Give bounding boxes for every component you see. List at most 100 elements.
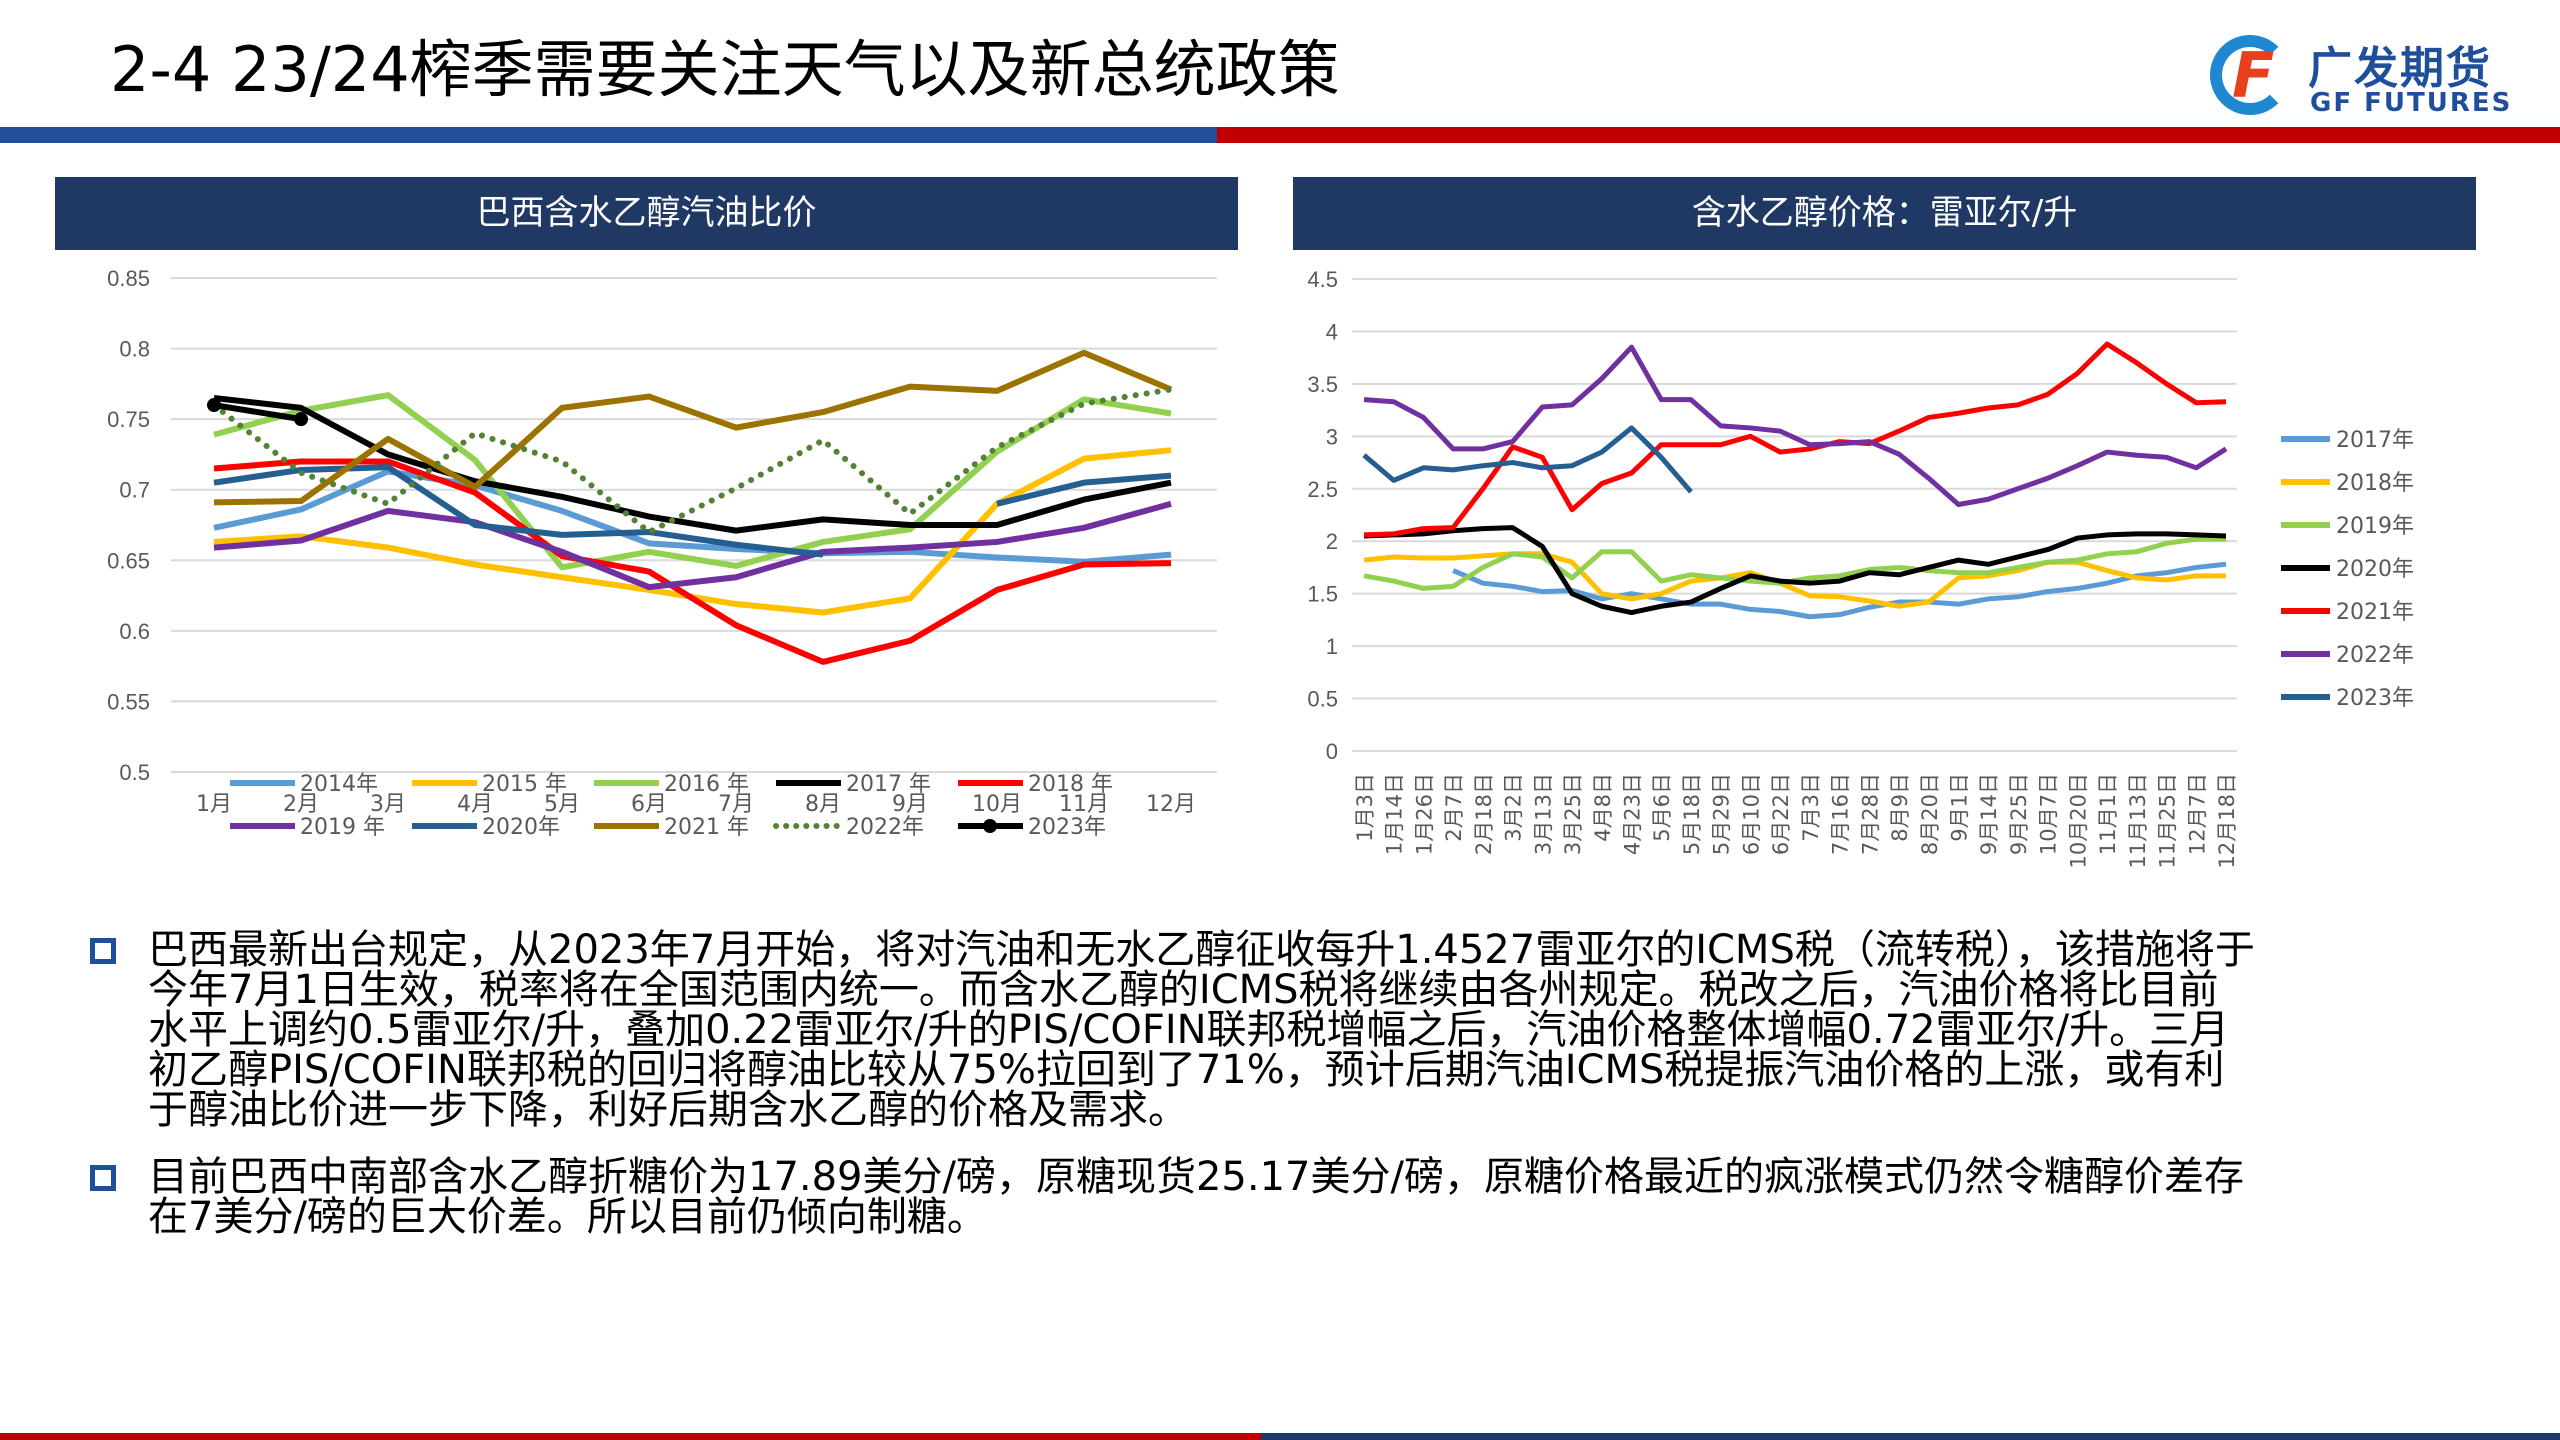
x-tick-label: 4月8日 xyxy=(1591,773,1615,842)
x-tick-label: 1月3日 xyxy=(1353,773,1377,842)
series-line-2021年 xyxy=(213,349,1173,506)
y-tick-label: 0.65 xyxy=(107,548,150,573)
legend-label: 2022年 xyxy=(2336,643,2414,668)
x-tick-label: 1月14日 xyxy=(1383,773,1407,855)
y-tick-label: 3.5 xyxy=(1307,372,1338,397)
x-tick-label: 4月 xyxy=(457,792,493,817)
y-tick-label: 0.5 xyxy=(119,760,150,785)
footer-divider-blue xyxy=(1261,1433,2560,1440)
logo-cn-text: 广发期货 xyxy=(2308,43,2492,94)
x-tick-label: 9月25日 xyxy=(2007,773,2031,855)
legend-label: 2019 年 xyxy=(300,815,385,840)
legend-label: 2021 年 xyxy=(664,815,749,840)
x-tick-label: 11月1日 xyxy=(2096,773,2120,855)
series-line-2022年 xyxy=(1363,344,2228,508)
bullet-line: 于醇油比价进一步下降，利好后期含水乙醇的价格及需求。 xyxy=(148,1087,1188,1133)
x-tick-label: 5月29日 xyxy=(1710,773,1734,855)
bullet-square-icon xyxy=(90,1165,116,1191)
chart-title-ratio: 巴西含水乙醇汽油比价 xyxy=(55,177,1238,250)
bullet-line: 水平上调约0.5雷亚尔/升，叠加0.22雷亚尔/升的PIS/COFIN联邦税增幅… xyxy=(148,1007,2230,1053)
y-tick-label: 0.6 xyxy=(119,619,150,644)
series-line-2022年 xyxy=(211,386,1174,536)
x-tick-label: 3月25日 xyxy=(1561,773,1585,855)
x-tick-label: 8月 xyxy=(805,792,841,817)
x-tick-label: 7月3日 xyxy=(1799,773,1823,842)
x-tick-label: 10月20日 xyxy=(2066,773,2090,868)
bullet-line: 初乙醇PIS/COFIN联邦税的回归将醇油比较从75%拉回到了71%，预计后期汽… xyxy=(148,1047,2225,1093)
y-tick-label: 0.75 xyxy=(107,407,150,432)
legend-label: 2021年 xyxy=(2336,600,2414,625)
chart-title-price: 含水乙醇价格：雷亚尔/升 xyxy=(1293,177,2476,250)
y-tick-label: 0.85 xyxy=(107,266,150,291)
y-tick-label: 0.55 xyxy=(107,689,150,714)
legend-label: 2014年 xyxy=(300,772,378,797)
y-tick-label: 0.8 xyxy=(119,337,150,362)
legend-marker xyxy=(983,819,997,833)
x-tick-label: 10月 xyxy=(972,792,1022,817)
x-tick-label: 9月 xyxy=(892,792,928,817)
legend-label: 2015 年 xyxy=(482,772,567,797)
legend-label: 2022年 xyxy=(846,815,924,840)
x-tick-label: 12月7日 xyxy=(2185,773,2209,855)
bullet-square-icon xyxy=(90,938,116,964)
bullet-line: 在7美分/磅的巨大价差。所以目前仍倾向制糖。 xyxy=(148,1194,987,1240)
x-tick-label: 2月 xyxy=(283,792,319,817)
page-title: 2-4 23/24榨季需要关注天气以及新总统政策 xyxy=(110,33,1340,106)
x-tick-label: 7月 xyxy=(718,792,754,817)
legend-label: 2018年 xyxy=(2336,471,2414,496)
x-tick-label: 12月18日 xyxy=(2215,773,2239,868)
gf-futures-logo: F 广发期货 GF FUTURES xyxy=(2210,30,2510,120)
y-tick-label: 4.5 xyxy=(1307,267,1338,292)
series-line-2017年 xyxy=(1452,561,2227,620)
series-line-2020年 xyxy=(1363,525,2227,616)
x-tick-label: 1月26日 xyxy=(1412,773,1436,855)
x-tick-label: 2月7日 xyxy=(1442,773,1466,842)
x-tick-label: 9月1日 xyxy=(1947,773,1971,842)
series-line-2018年 xyxy=(213,458,1172,665)
data-point-marker xyxy=(294,412,308,427)
legend-label: 2017年 xyxy=(2336,428,2414,453)
series-line-2015年 xyxy=(213,447,1172,616)
bullet-line: 今年7月1日生效，税率将在全国范围内统一。而含水乙醇的ICMS税将继续由各州规定… xyxy=(148,967,2219,1013)
footer-divider-red xyxy=(0,1433,1261,1440)
x-tick-label: 9月14日 xyxy=(1977,773,2001,855)
y-tick-label: 2 xyxy=(1326,529,1338,554)
data-point-marker xyxy=(207,398,221,413)
bullet-line: 目前巴西中南部含水乙醇折糖价为17.89美分/磅，原糖现货25.17美分/磅，原… xyxy=(148,1154,2244,1200)
x-tick-label: 11月25日 xyxy=(2156,773,2180,868)
y-tick-label: 0.5 xyxy=(1307,687,1338,712)
x-tick-label: 10月7日 xyxy=(2037,773,2061,855)
series-line-2021年 xyxy=(1363,341,2227,538)
x-tick-label: 6月10日 xyxy=(1739,773,1763,855)
legend-label: 2023年 xyxy=(2336,686,2414,711)
x-tick-label: 6月 xyxy=(631,792,667,817)
logo-en-text: GF FUTURES xyxy=(2310,88,2513,118)
series-line-2023年 xyxy=(1362,425,1693,494)
x-tick-label: 8月9日 xyxy=(1888,773,1912,842)
legend-label: 2017 年 xyxy=(846,772,931,797)
x-tick-label: 5月18日 xyxy=(1680,773,1704,855)
x-tick-label: 3月13日 xyxy=(1531,773,1555,855)
legend-label: 2018 年 xyxy=(1028,772,1113,797)
y-tick-label: 1 xyxy=(1326,634,1338,659)
legend-label: 2019年 xyxy=(2336,514,2414,539)
x-tick-label: 5月6日 xyxy=(1650,773,1674,842)
x-tick-label: 7月28日 xyxy=(1858,773,1882,855)
x-tick-label: 5月 xyxy=(544,792,580,817)
x-tick-label: 2月18日 xyxy=(1472,773,1496,855)
logo-f-icon: F xyxy=(2232,39,2275,112)
charts-canvas: 0.5 0.55 0.6 0.65 0.7 0.75 0.8 0.85 1月 2月 3月 4月 5月 6月… xyxy=(107,266,2414,868)
series-line-2020年 xyxy=(996,472,1172,507)
y-tick-label: 1.5 xyxy=(1307,582,1338,607)
y-tick-label: 0 xyxy=(1326,739,1338,764)
legend-label: 2016 年 xyxy=(664,772,749,797)
bullet-line: 巴西最新出台规定，从2023年7月开始，将对汽油和无水乙醇征收每升1.4527雷… xyxy=(148,927,2255,973)
x-tick-label: 12月 xyxy=(1146,792,1196,817)
y-tick-label: 3 xyxy=(1326,424,1338,449)
x-tick-label: 11月 xyxy=(1059,792,1109,817)
x-tick-label: 7月16日 xyxy=(1829,773,1853,855)
header-divider-red xyxy=(1217,127,2560,143)
x-tick-label: 11月13日 xyxy=(2126,773,2150,868)
x-tick-label: 6月22日 xyxy=(1769,773,1793,855)
series-line-2014年 xyxy=(213,468,1172,565)
